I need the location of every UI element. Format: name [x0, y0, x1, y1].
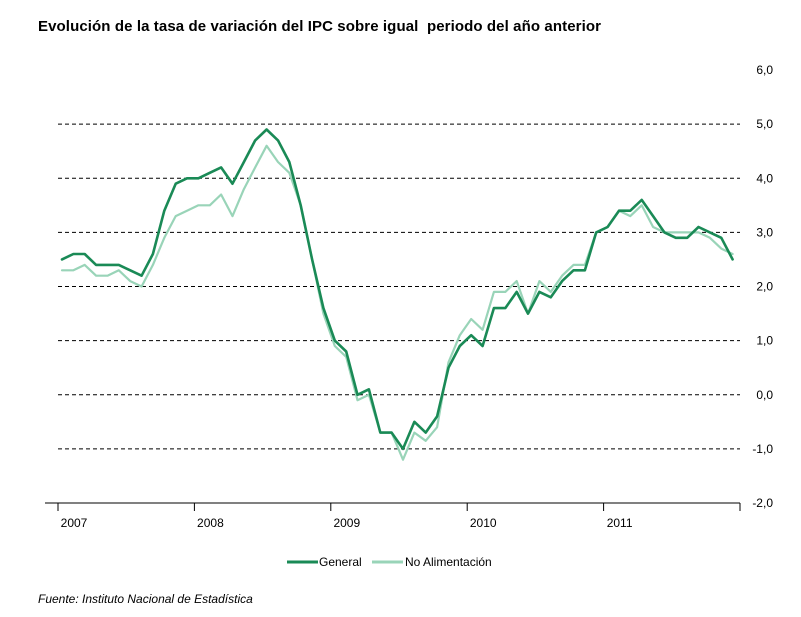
y-tick-label: 2,0 — [756, 280, 773, 294]
legend: General No Alimentación — [287, 555, 492, 569]
x-tick-label: 2011 — [607, 516, 633, 530]
x-tick-label: 2009 — [333, 516, 360, 530]
y-tick-label: 1,0 — [756, 334, 773, 348]
y-tick-label: 5,0 — [756, 117, 773, 131]
grid-lines — [58, 123, 740, 450]
x-axis-tick-labels: 2007 2008 2009 2010 2011 — [61, 516, 633, 530]
x-axis — [45, 502, 741, 511]
y-tick-label: 4,0 — [756, 171, 773, 185]
chart-title: Evolución de la tasa de variación del IP… — [38, 18, 602, 35]
source-note: Fuente: Instituto Nacional de Estadístic… — [38, 592, 253, 606]
y-tick-label: 0,0 — [756, 388, 773, 402]
x-tick-label: 2010 — [470, 516, 497, 530]
x-tick-label: 2008 — [197, 516, 224, 530]
y-axis-tick-labels: 6,0 5,0 4,0 3,0 2,0 1,0 0,0 -1,0 -2,0 — [752, 63, 773, 510]
legend-entry-general: General — [319, 555, 362, 569]
legend-entry-no-alimentacion: No Alimentación — [405, 555, 492, 569]
series-line-no-alimentacion — [60, 144, 734, 461]
y-tick-label: 6,0 — [756, 63, 773, 77]
y-tick-label: 3,0 — [756, 225, 773, 239]
series-line-general — [60, 128, 734, 451]
y-tick-label: -1,0 — [752, 442, 773, 456]
y-tick-label: -2,0 — [752, 496, 773, 510]
x-tick-label: 2007 — [61, 516, 88, 530]
series-lines — [60, 128, 734, 461]
